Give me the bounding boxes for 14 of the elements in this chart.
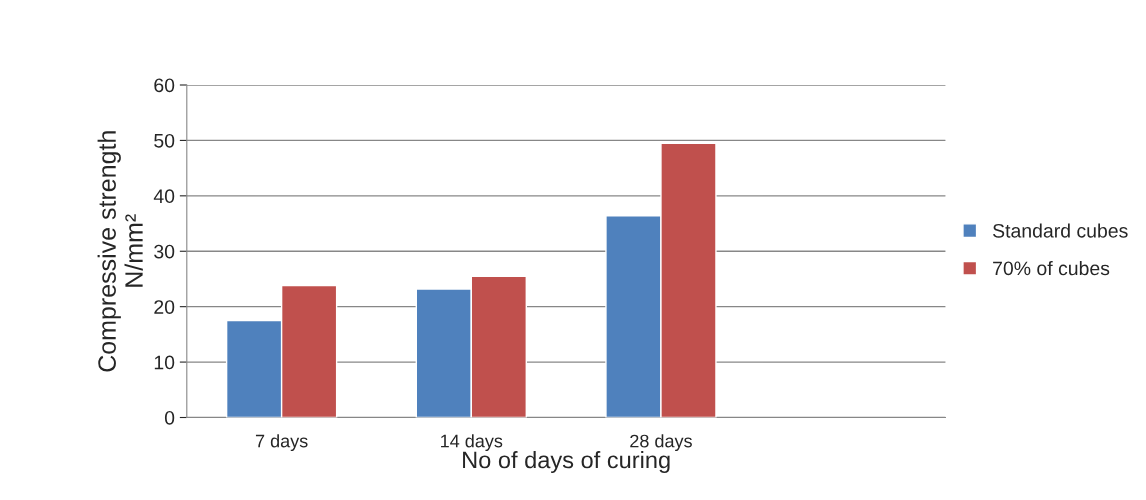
y-tick-label: 10 [154,355,175,370]
y-axis-title: Compressive strength N/mm² [97,131,143,372]
y-tick-label: 50 [154,133,175,148]
legend-label: 70% of cubes [993,260,1110,276]
y-tick-label: 60 [154,78,175,93]
legend-label: Standard cubes [993,223,1128,238]
y-tick-label: 30 [154,244,175,259]
y-tick-label: 20 [154,300,175,314]
x-axis-title: No of days of curing [463,451,670,474]
x-tick-label: 7 days [255,434,308,451]
x-tick-label: 28 days [630,434,692,451]
x-tick-label: 14 days [441,434,503,451]
y-tick-label: 0 [164,410,175,425]
y-tick-label: 40 [153,189,175,204]
